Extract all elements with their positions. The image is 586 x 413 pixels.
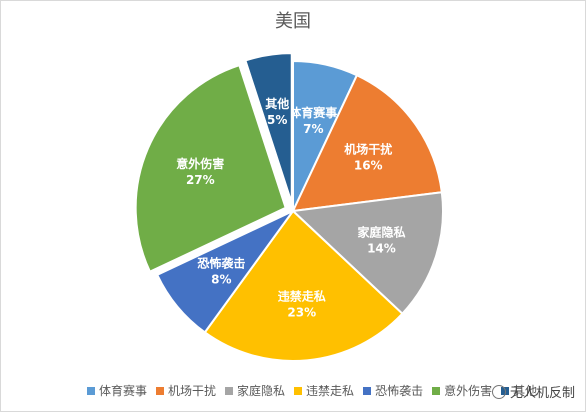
watermark: 无人机反制	[491, 382, 575, 401]
slice-2-label: 机场干扰	[344, 141, 392, 156]
legend-label: 恐怖袭击	[375, 384, 424, 398]
legend-swatch	[156, 386, 165, 395]
chart-title: 美国	[275, 11, 311, 32]
legend-swatch	[363, 386, 372, 395]
slice-2	[291, 73, 443, 213]
slice-3-label: 家庭隐私	[357, 225, 405, 240]
legend-swatch	[432, 386, 441, 395]
legend-item-2: 机场干扰	[156, 382, 216, 399]
slice-5	[155, 210, 294, 334]
slice-3-value: 14%	[367, 242, 396, 256]
slice-6-label: 意外伤害	[176, 156, 224, 171]
legend-item-1: 体育赛事	[87, 382, 147, 399]
slice-4-value: 23%	[287, 306, 316, 320]
slice-2-value: 16%	[354, 158, 383, 172]
legend-label: 意外伤害	[444, 384, 493, 398]
chart-legend: 体育赛事 机场干扰 家庭隐私 违禁走私 恐怖袭击 意外伤害 其他	[87, 382, 537, 399]
slice-4-label: 违禁走私	[278, 289, 326, 304]
legend-swatch	[87, 386, 95, 395]
slice-5-label: 恐怖袭击	[197, 255, 245, 270]
legend-label: 家庭隐私	[237, 384, 286, 398]
slice-6	[134, 63, 287, 274]
slice-6-value: 27%	[186, 173, 215, 187]
watermark-text: 无人机反制	[509, 386, 575, 401]
legend-item-4: 违禁走私	[294, 382, 354, 399]
legend-swatch	[225, 386, 234, 395]
slice-3	[290, 191, 444, 316]
legend-item-3: 家庭隐私	[225, 382, 285, 399]
slice-4	[203, 209, 404, 362]
slice-1-label: 体育赛事	[289, 105, 337, 120]
legend-swatch	[294, 386, 303, 395]
legend-item-6: 意外伤害	[432, 382, 492, 399]
slice-7-value: 5%	[267, 113, 287, 127]
slice-1-value: 7%	[303, 122, 323, 136]
slice-7	[244, 52, 293, 204]
legend-label: 违禁走私	[306, 384, 355, 398]
wechat-icon	[491, 384, 506, 399]
slice-7-label: 其他	[265, 96, 289, 111]
legend-label: 其他	[513, 384, 538, 398]
slice-5-value: 8%	[211, 272, 231, 286]
legend-item-5: 恐怖袭击	[363, 382, 423, 399]
legend-label: 机场干扰	[168, 384, 217, 398]
legend-label: 体育赛事	[99, 384, 148, 398]
